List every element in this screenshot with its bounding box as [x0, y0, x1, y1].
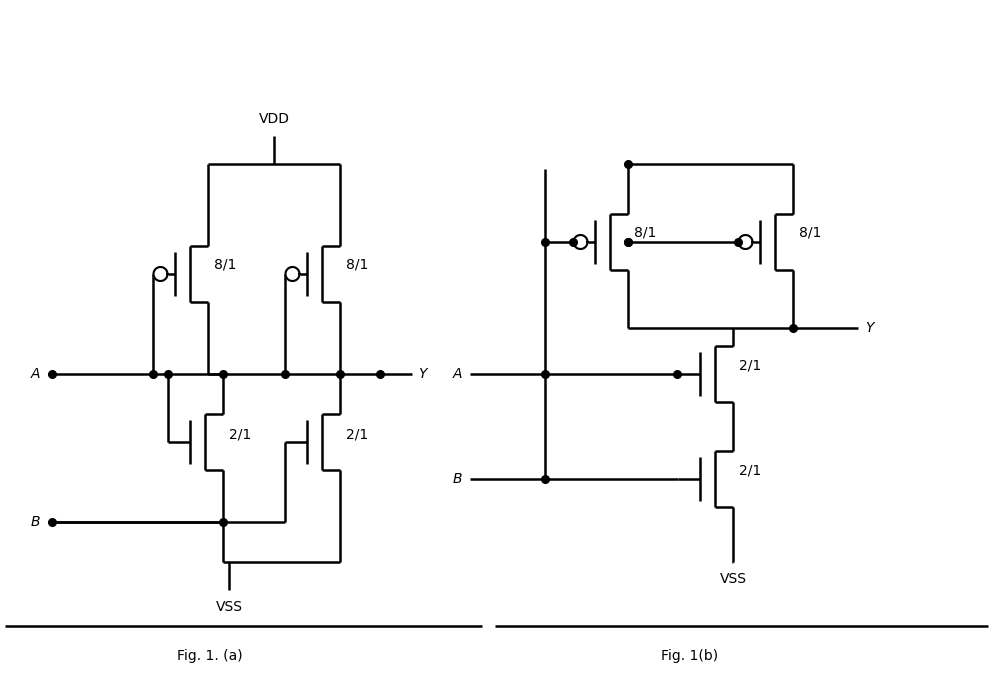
Text: 2/1: 2/1	[739, 359, 761, 373]
Text: A: A	[452, 367, 462, 381]
Text: Y: Y	[865, 321, 874, 335]
Text: B: B	[452, 472, 462, 486]
Text: Fig. 1. (a): Fig. 1. (a)	[178, 649, 243, 663]
Text: 8/1: 8/1	[634, 225, 657, 239]
Polygon shape	[286, 267, 300, 281]
Text: Y: Y	[418, 367, 427, 381]
Polygon shape	[738, 235, 753, 249]
Text: 2/1: 2/1	[739, 464, 761, 478]
Text: Fig. 1(b): Fig. 1(b)	[662, 649, 718, 663]
Text: B: B	[31, 515, 40, 529]
Text: VDD: VDD	[259, 112, 290, 126]
Polygon shape	[573, 235, 587, 249]
Polygon shape	[154, 267, 168, 281]
Text: 2/1: 2/1	[229, 427, 251, 441]
Text: 8/1: 8/1	[346, 257, 368, 271]
Text: 8/1: 8/1	[799, 225, 821, 239]
Text: VSS: VSS	[215, 600, 242, 614]
Text: 8/1: 8/1	[214, 257, 236, 271]
Text: VSS: VSS	[719, 572, 747, 586]
Text: 2/1: 2/1	[346, 427, 368, 441]
Text: A: A	[31, 367, 40, 381]
